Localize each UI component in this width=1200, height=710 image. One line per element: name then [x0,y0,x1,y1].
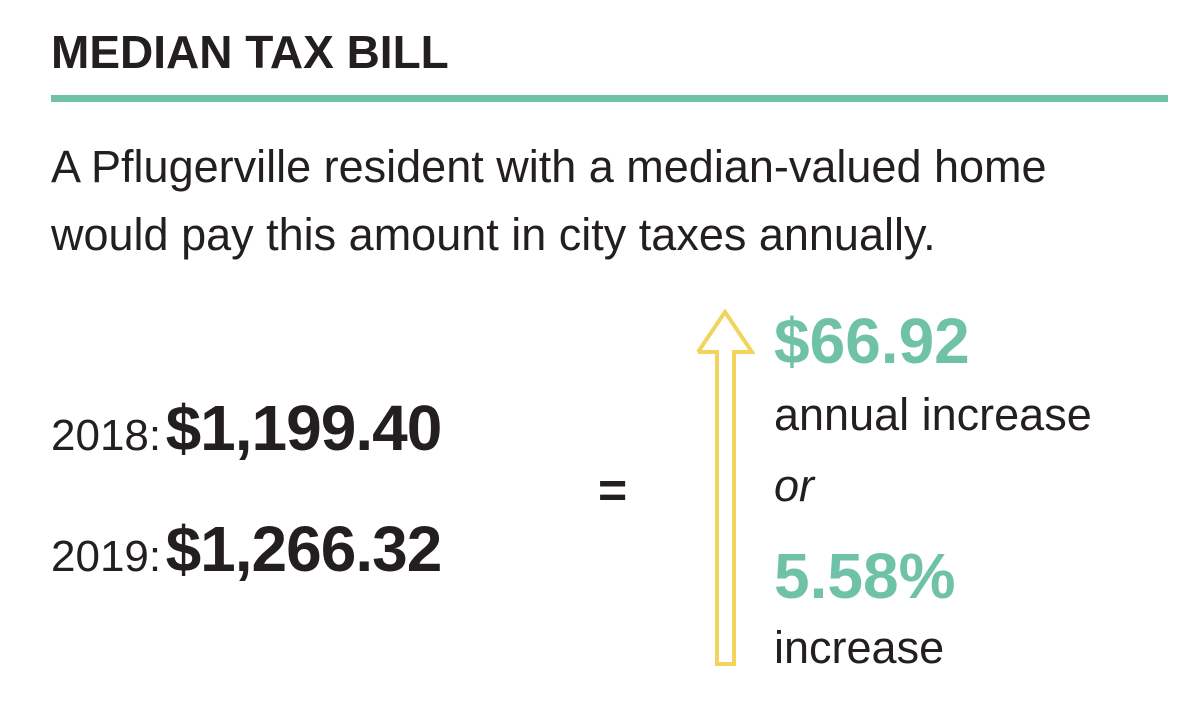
or-connector: or [774,460,815,511]
bill-2018-label: 2018: [51,411,162,460]
bill-2019-value: $1,266.32 [165,513,443,585]
page-title: MEDIAN TAX BILL [51,26,449,78]
up-arrow-icon [696,308,755,666]
bill-2018: 2018: $1,199.40 [51,392,443,481]
title-divider [51,95,1168,102]
increase-percent-label: increase [774,622,945,673]
bill-2018-value: $1,199.40 [165,392,443,464]
increase-percent: 5.58% [774,540,956,612]
description: A Pflugerville resident with a median-va… [51,133,1181,269]
increase-amount-label: annual increase [774,389,1092,440]
increase-amount: $66.92 [774,305,970,377]
description-line-1: A Pflugerville resident with a median-va… [51,141,1047,192]
bill-2019: 2019: $1,266.32 [51,513,443,602]
bill-2019-label: 2019: [51,532,162,581]
description-line-2: would pay this amount in city taxes annu… [51,209,936,260]
equals-sign: = [598,462,628,518]
